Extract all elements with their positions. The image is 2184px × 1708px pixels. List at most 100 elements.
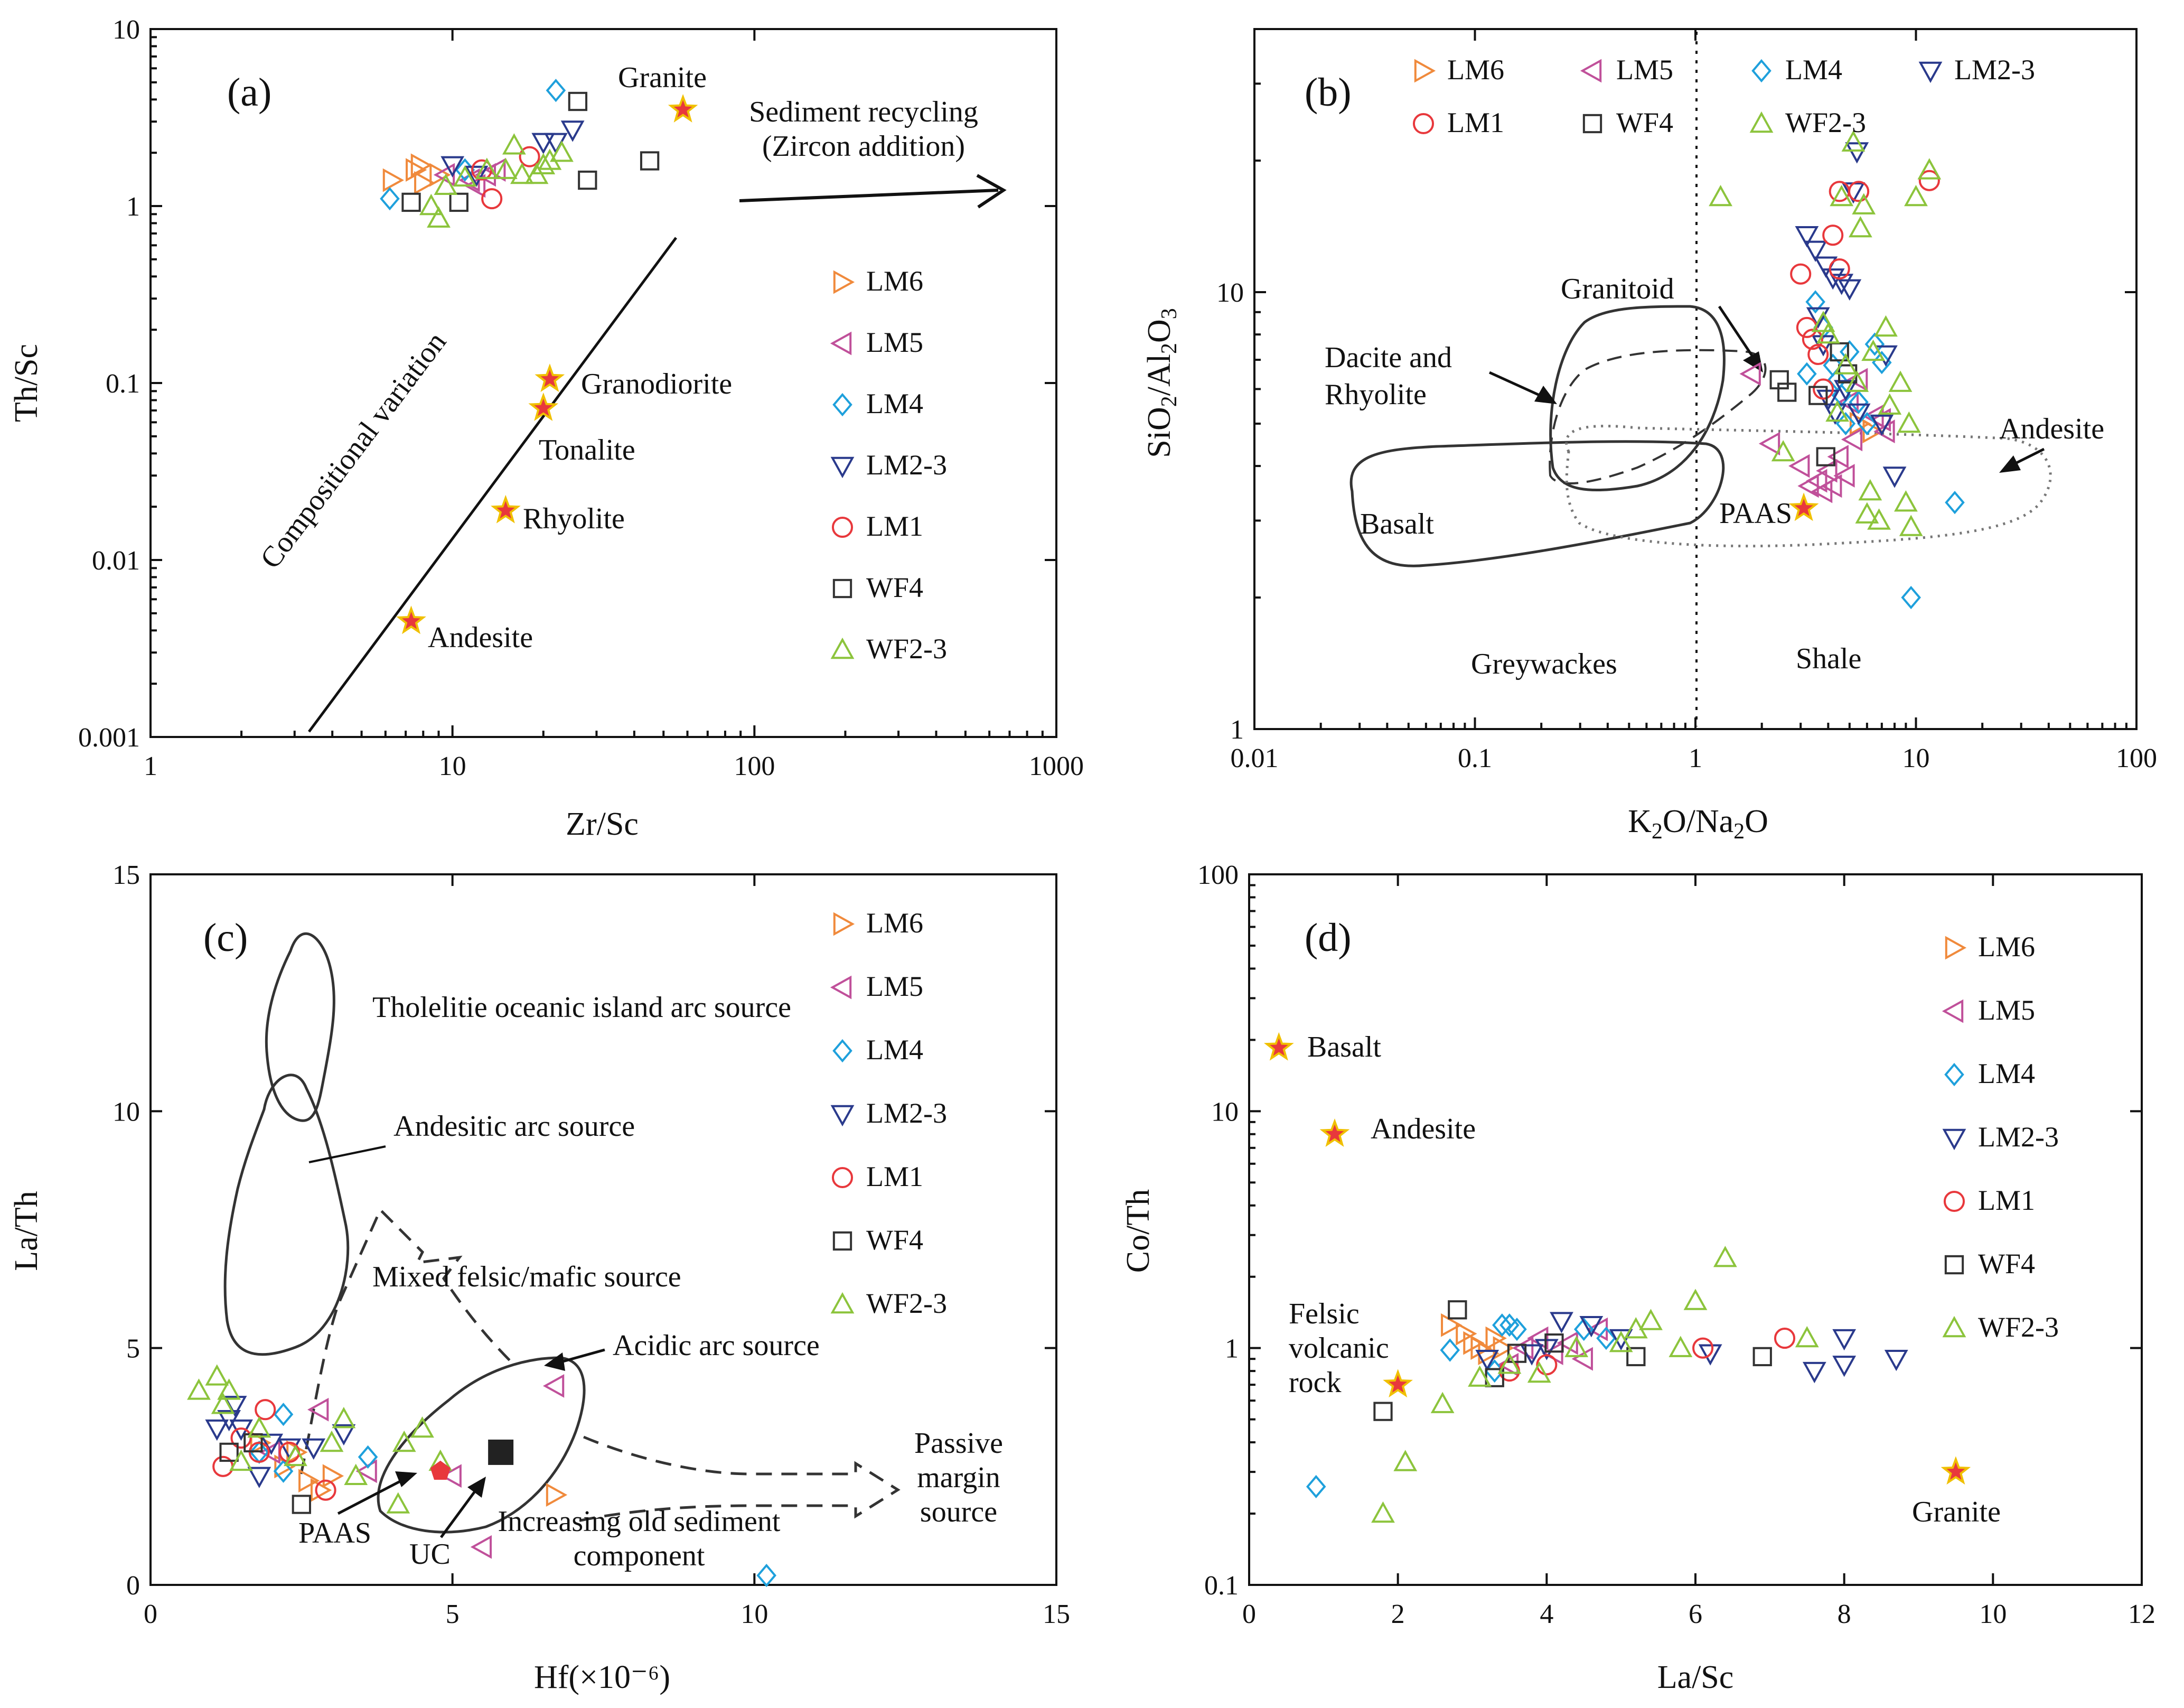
legend-label-lm2-3: LM2-3 [1978,1121,2059,1153]
point-wf2-3 [1527,1361,1551,1383]
axis-ticks: 0.01 0.1 1 10 100 1 10 [1216,28,2157,773]
point-lm4 [1507,1318,1527,1341]
legend-marker-lm6 [1945,936,1967,960]
point-wf2-3 [1897,411,1921,433]
x-tick-label: 10 [1902,743,1930,773]
ref-label-rhyolite: Rhyolite [523,502,625,535]
y-tick-label: 15 [113,860,140,890]
basalt-label: Basalt [1307,1031,1381,1063]
point-wf2-3 [475,157,499,179]
sediment-recycling-label: Sediment recycling [749,96,978,128]
point-lm2-3 [531,133,556,154]
andesite-label: Andesite [1999,413,2104,445]
legend-label-wf2-3: WF2-3 [1785,107,1866,138]
legend-marker-lm4 [1751,59,1771,83]
point-lm1 [1848,181,1870,202]
point-lm1 [1536,1354,1558,1376]
point-lm6 [1849,412,1871,436]
ref-label-tonalite: Tonalite [539,434,635,466]
point-lm2-3 [247,1467,271,1488]
point-lm1 [1807,343,1829,365]
legend-label-wf4: WF4 [866,1224,923,1256]
tholeiitic-label: Tholelitie oceanic island arc source [372,991,791,1024]
x-tick-label: 100 [734,751,775,781]
point-wf2-3 [1468,1365,1492,1387]
reference-uc [488,1439,514,1465]
legend-label-wf2-3: WF2-3 [866,1287,947,1319]
point-wf2-3 [1713,1246,1737,1267]
panel-d: 0 2 4 6 8 10 12 0.1 1 10 100 La/Sc Co/Th (d) Basal… [1120,860,2155,1695]
x-tick-label: 0.1 [1458,743,1492,773]
reference-granite [1941,1456,1971,1485]
legend-label-lm1: LM1 [1447,107,1504,138]
point-wf2-3 [229,1449,253,1471]
legend-marker-lm5 [1580,59,1602,83]
point-wf2-3 [1878,393,1902,415]
point-wf2-3 [510,162,534,184]
y-tick-label: 10 [113,1097,140,1127]
point-wf2-3 [386,1492,410,1514]
x-tick-label: 1 [144,751,157,781]
dacite-arrowhead [1534,386,1557,404]
x-tick-label: 1000 [1029,751,1084,781]
point-lm6 [382,168,405,192]
legend-marker-wf2-3 [830,637,855,659]
point-wf2-3 [205,1364,229,1386]
legend-label-lm6: LM6 [866,907,923,939]
legend-marker-lm2-3 [1942,1128,1966,1151]
point-lm4 [1797,362,1817,386]
panel-c: 0 5 10 15 0 5 10 15 Hf(×10⁻⁶) La/Th (c) Tholeli… [8,860,1070,1695]
legend: LM6 LM5 LM4 LM2-3 LM1 WF4 WF2-3 [1412,54,2035,138]
x-tick-label: 4 [1540,1599,1553,1629]
axis-ticks: 0 5 10 15 0 5 10 15 [113,860,1070,1629]
point-lm5 [1827,445,1849,469]
ref-label-granodiorite: Granodiorite [581,368,732,400]
point-wf2-3 [1904,184,1928,207]
andesitic-arc-leader [308,1145,386,1163]
legend-marker-wf2-3 [830,1292,855,1314]
point-lm1 [1774,1328,1796,1349]
point-lm1 [255,1399,276,1421]
x-tick-label: 2 [1391,1599,1405,1629]
legend-label-wf2-3: WF2-3 [866,633,947,665]
x-tick-label: 0 [1242,1599,1256,1629]
compositional-variation-label: Compositional variation [254,326,453,575]
point-lm5 [1833,464,1855,488]
legend-marker-lm4 [832,393,852,417]
point-wf2-3 [434,173,458,195]
point-lm4 [546,79,566,102]
point-lm6 [414,171,436,195]
y-tick-label: 0.001 [78,723,140,753]
point-lm2-3 [1838,279,1862,301]
point-wf2-3 [344,1463,368,1485]
point-wf2-3 [427,206,451,228]
x-axis-label: Zr/Sc [566,806,639,842]
point-wf2-3 [1683,1289,1708,1310]
legend-marker-lm1 [831,516,854,538]
plot-frame [149,873,1057,1586]
point-lm2-3 [1846,403,1871,425]
point-lm2-3 [1832,1329,1857,1351]
point-wf4 [219,1442,239,1462]
point-lm6 [322,1464,344,1488]
legend: LM6 LM5 LM4 LM2-3 LM1 WF4 WF2-3 [830,907,947,1319]
point-wf4 [1626,1347,1646,1367]
point-lm5 [440,1464,462,1488]
paas-label: PAAS [298,1517,371,1550]
y-axis-label: Co/Th [1120,1189,1156,1273]
point-lm2-3 [1884,1349,1908,1371]
point-wf2-3 [493,157,518,179]
reference-basalt [1263,1032,1294,1061]
acidic-arc-arrowhead [544,1352,565,1371]
point-lm2-3 [1832,1356,1857,1377]
point-lm2-3 [1845,142,1869,164]
point-lm4 [1596,1327,1616,1350]
point-wf2-3 [1669,1336,1693,1357]
legend-marker-lm5 [830,331,852,356]
legend-marker-lm6 [1414,59,1436,83]
mixed-source-label: Mixed felsic/mafic source [372,1261,681,1293]
y-tick-label: 1 [1230,715,1244,745]
reference-paas [430,1460,451,1480]
point-wf4 [449,192,468,212]
